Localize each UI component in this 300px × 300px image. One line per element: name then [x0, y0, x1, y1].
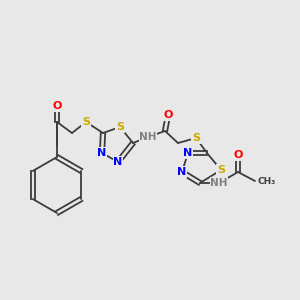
Text: S: S — [82, 117, 90, 127]
Text: O: O — [52, 101, 62, 111]
Text: NH: NH — [139, 132, 157, 142]
Text: N: N — [177, 167, 187, 177]
Text: NH: NH — [210, 178, 228, 188]
Text: N: N — [98, 148, 106, 158]
Text: O: O — [233, 150, 243, 160]
Text: S: S — [116, 122, 124, 132]
Text: N: N — [183, 148, 193, 158]
Text: N: N — [113, 157, 123, 167]
Text: O: O — [163, 110, 173, 120]
Text: CH₃: CH₃ — [257, 176, 275, 185]
Text: S: S — [192, 133, 200, 143]
Text: S: S — [217, 165, 225, 175]
